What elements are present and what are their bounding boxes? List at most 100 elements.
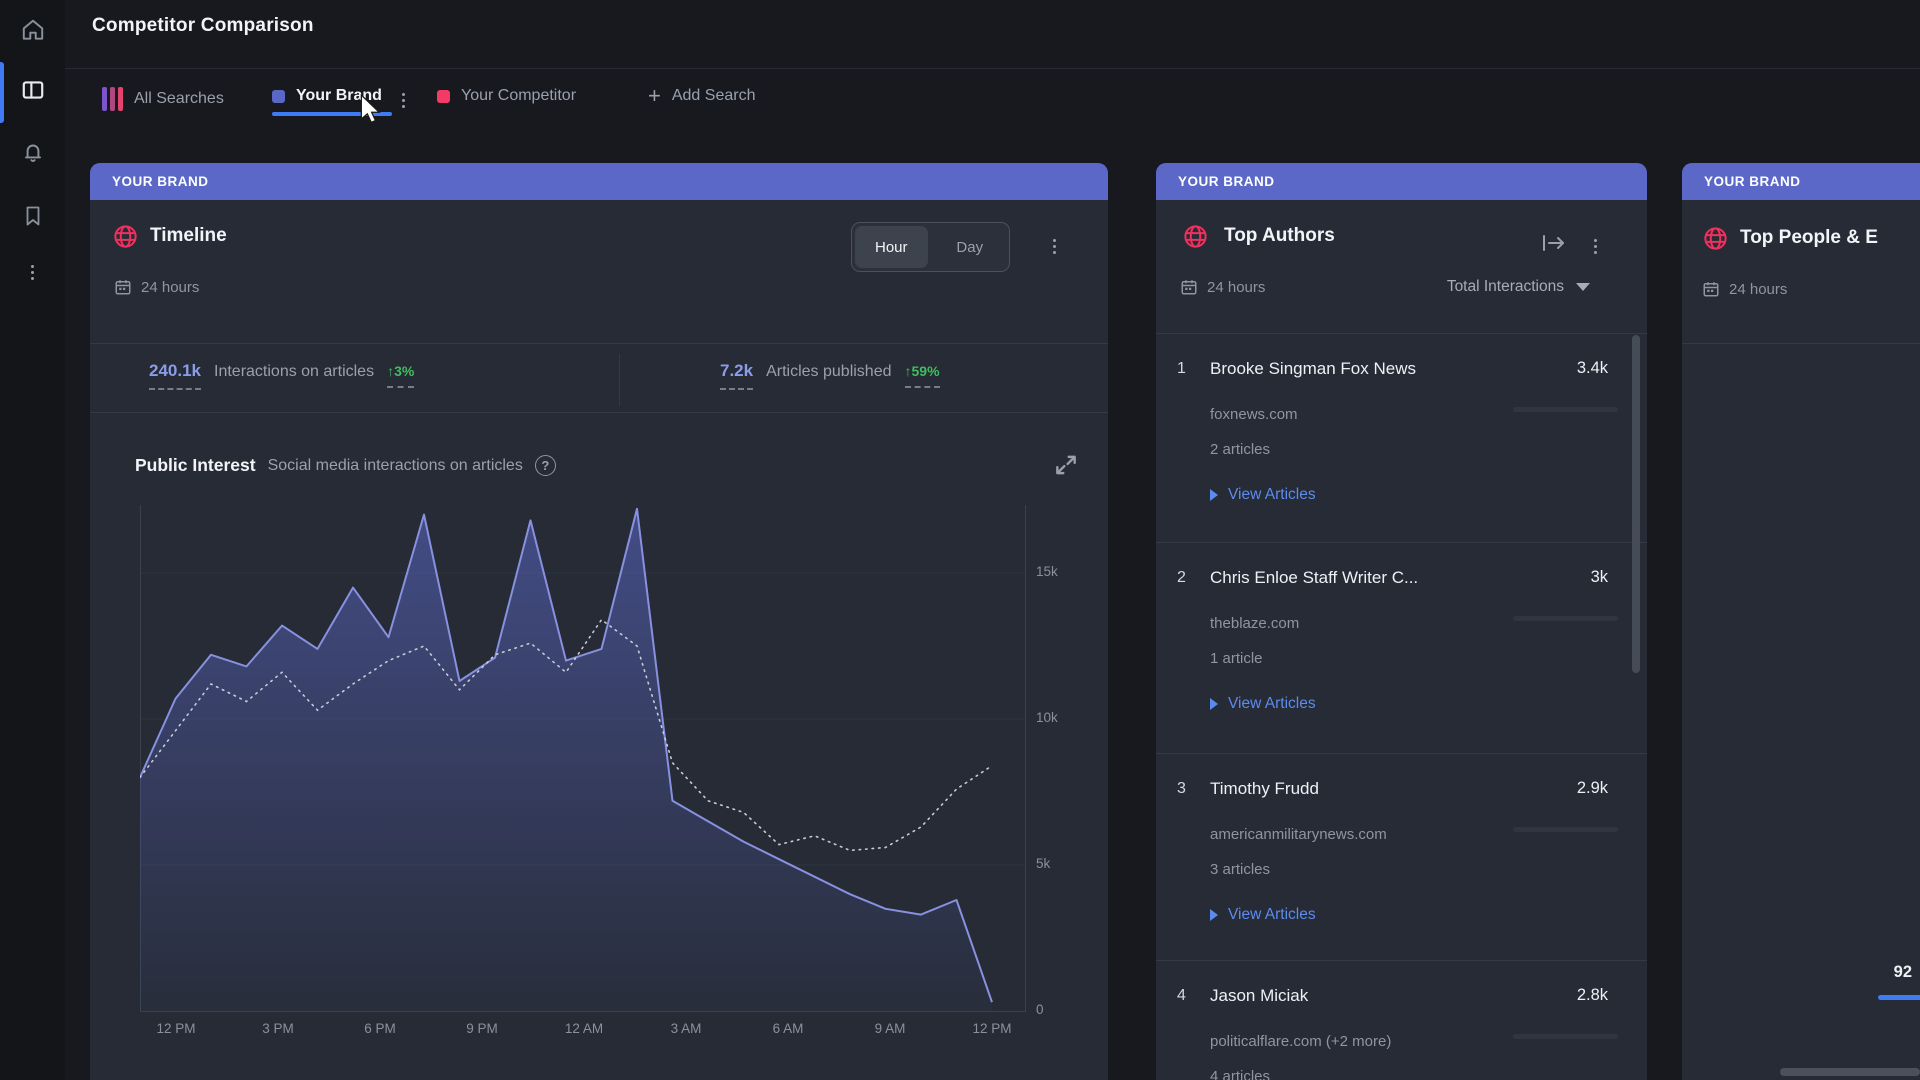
sidebar-active-indicator <box>0 62 4 123</box>
author-rank: 4 <box>1177 987 1186 1004</box>
globe-icon <box>114 225 137 248</box>
card-badge: YOUR BRAND <box>90 163 1108 200</box>
x-tick-label: 3 AM <box>670 1021 702 1036</box>
brand-color-swatch-icon <box>272 89 285 103</box>
add-search-button[interactable]: + Add Search <box>648 83 756 108</box>
author-article-count: 4 articles <box>1210 1068 1271 1080</box>
sidebar-item-more[interactable] <box>0 250 65 294</box>
horizontal-scrollbar[interactable] <box>1780 1068 1920 1076</box>
tab-all-searches[interactable]: All Searches <box>102 87 224 111</box>
entity-interactions-value: 92 <box>1893 963 1912 981</box>
stat-articles: 7.2k Articles published ↑59% <box>720 361 940 390</box>
card-badge: YOUR BRAND <box>1682 163 1920 200</box>
author-interactions-value: 3k <box>1590 568 1608 586</box>
hour-day-toggle: Hour Day <box>851 222 1010 272</box>
author-article-count: 2 articles <box>1210 441 1271 458</box>
stat-interactions-value[interactable]: 240.1k <box>149 361 201 390</box>
y-tick-label: 0 <box>1036 1002 1044 1017</box>
plus-icon: + <box>648 83 661 108</box>
brand-tab-kebab-menu[interactable] <box>398 89 409 112</box>
y-tick-label: 15k <box>1036 564 1058 579</box>
stat-articles-value[interactable]: 7.2k <box>720 361 754 390</box>
stat-interactions-label: Interactions on articles <box>214 363 375 380</box>
all-searches-icon <box>102 87 123 111</box>
author-interactions-value: 2.9k <box>1576 779 1608 797</box>
author-row[interactable]: 1 Brooke Singman Fox News 3.4k foxnews.c… <box>1156 333 1647 542</box>
author-row[interactable]: 3 Timothy Frudd 2.9k americanmilitarynew… <box>1156 753 1647 962</box>
stat-articles-delta[interactable]: ↑59% <box>904 363 940 388</box>
sidebar-item-notifications[interactable] <box>0 132 65 176</box>
card-badge: YOUR BRAND <box>1156 163 1647 200</box>
author-name: Timothy Frudd <box>1210 779 1319 798</box>
sort-dropdown[interactable]: Total Interactions <box>1447 278 1590 296</box>
date-range: 24 hours <box>1702 280 1787 298</box>
public-interest-chart[interactable] <box>140 505 1026 1015</box>
y-tick-label: 5k <box>1036 856 1051 871</box>
page-title: Competitor Comparison <box>92 15 314 36</box>
author-interactions-bar <box>1513 616 1618 621</box>
top-people-card: YOUR BRAND Top People & E 24 hours 92 <box>1682 163 1920 1080</box>
date-range: 24 hours <box>114 278 199 296</box>
date-range-label: 24 hours <box>1729 280 1788 298</box>
tab-your-competitor[interactable]: Your Competitor <box>437 87 576 105</box>
entity-interactions-bar <box>1878 995 1920 1000</box>
top-authors-kebab-menu[interactable] <box>1590 235 1601 258</box>
toggle-hour-button[interactable]: Hour <box>855 226 928 268</box>
panel-title: Top Authors <box>1224 225 1335 246</box>
panel-title: Timeline <box>150 225 227 246</box>
public-interest-header: Public Interest Social media interaction… <box>135 455 556 476</box>
competitor-color-swatch-icon <box>437 89 450 103</box>
help-icon[interactable]: ? <box>534 455 556 476</box>
top-authors-card: YOUR BRAND Top Authors 24 hours Total In… <box>1156 163 1647 1080</box>
sidebar-item-home[interactable] <box>0 10 65 54</box>
sidebar-item-boards[interactable] <box>0 70 65 114</box>
timeline-kebab-menu[interactable] <box>1049 235 1060 258</box>
bell-icon <box>20 139 46 170</box>
stats-divider <box>619 354 620 406</box>
toggle-day-button[interactable]: Day <box>956 238 984 256</box>
add-search-label: Add Search <box>671 87 756 104</box>
tab-all-searches-label: All Searches <box>134 90 224 107</box>
list-scrollbar[interactable] <box>1632 335 1640 673</box>
author-interactions-value: 2.8k <box>1576 986 1608 1004</box>
expand-icon[interactable] <box>1053 452 1079 483</box>
columns-board-icon <box>20 77 46 108</box>
active-tab-underline <box>272 112 392 116</box>
x-tick-label: 6 AM <box>772 1021 804 1036</box>
x-tick-label: 12 AM <box>564 1021 604 1036</box>
author-row[interactable]: 2 Chris Enloe Staff Writer C... 3k thebl… <box>1156 542 1647 751</box>
list-divider <box>1682 343 1920 344</box>
view-articles-link[interactable]: View Articles <box>1210 486 1316 504</box>
date-range-label: 24 hours <box>1207 278 1266 296</box>
author-name: Jason Miciak <box>1210 986 1309 1005</box>
x-tick-label: 3 PM <box>262 1021 294 1036</box>
author-rank: 2 <box>1177 569 1186 586</box>
globe-icon <box>1704 227 1727 250</box>
author-interactions-bar <box>1513 407 1618 412</box>
search-tabs-bar: All Searches Your Brand Your Competitor … <box>65 69 1920 129</box>
author-interactions-bar <box>1513 827 1618 832</box>
author-row[interactable]: 4 Jason Miciak 2.8k politicalflare.com (… <box>1156 960 1647 1080</box>
stat-interactions-delta[interactable]: ↑3% <box>387 363 415 388</box>
sidebar <box>0 0 65 1080</box>
chart-subtitle: Social media interactions on articles <box>267 456 523 474</box>
view-articles-link[interactable]: View Articles <box>1210 906 1316 924</box>
sidebar-item-bookmarks[interactable] <box>0 196 65 240</box>
home-icon <box>20 17 46 48</box>
calendar-icon <box>1703 282 1719 297</box>
author-name: Brooke Singman Fox News <box>1210 359 1416 378</box>
tab-your-brand[interactable]: Your Brand <box>272 87 382 105</box>
view-articles-link[interactable]: View Articles <box>1210 695 1316 713</box>
chart-title: Public Interest <box>135 455 256 475</box>
x-tick-label: 6 PM <box>364 1021 396 1036</box>
export-icon[interactable] <box>1540 231 1568 260</box>
stats-row: 240.1k Interactions on articles ↑3% 7.2k… <box>90 343 1108 413</box>
author-interactions-value: 3.4k <box>1576 359 1608 377</box>
author-domain: theblaze.com <box>1210 615 1300 632</box>
stat-interactions: 240.1k Interactions on articles ↑3% <box>149 361 415 390</box>
date-range-label: 24 hours <box>141 278 200 296</box>
author-interactions-bar <box>1513 1034 1618 1039</box>
kebab-menu-icon <box>27 261 38 284</box>
author-article-count: 1 article <box>1210 650 1263 667</box>
calendar-icon <box>1181 280 1197 295</box>
